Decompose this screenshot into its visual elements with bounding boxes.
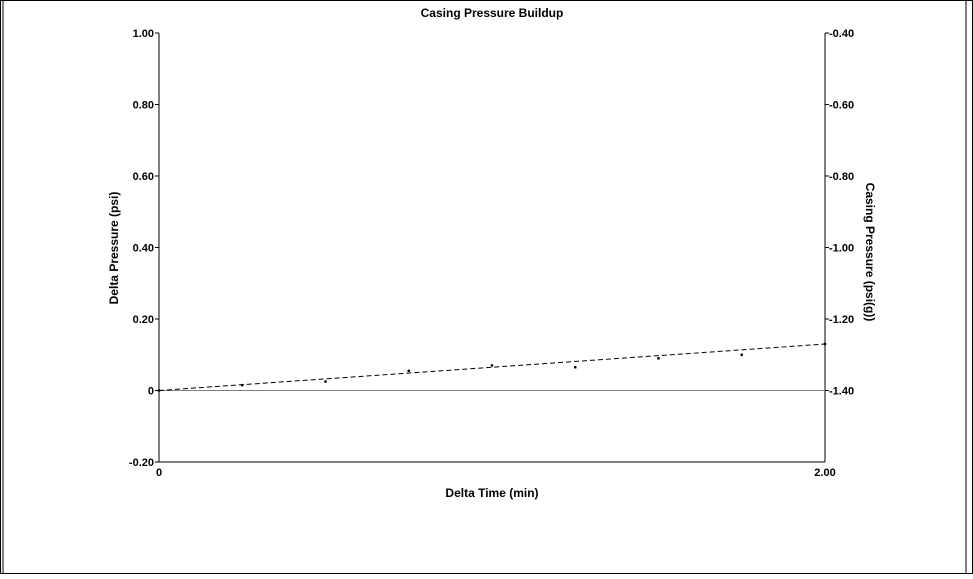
data-point: [657, 357, 660, 360]
y-left-tick-label: 0.20: [133, 314, 154, 326]
data-point: [157, 389, 161, 392]
y-right-axis-label: Casing Pressure (psi(g)): [863, 183, 877, 322]
x-axis-label: Delta Time (min): [445, 486, 538, 500]
data-point: [740, 353, 743, 356]
x-tick-label: 2.00: [814, 467, 835, 479]
y-left-tick-label: 0: [148, 386, 154, 398]
y-left-tick-label: 1.00: [133, 28, 154, 40]
data-point: [490, 364, 494, 367]
y-left-tick-label: 0.60: [133, 171, 154, 183]
y-left-tick-label: 0.80: [133, 100, 154, 112]
y-right-tick-label: -0.60: [829, 100, 854, 112]
y-left-tick-label: 0.40: [133, 243, 154, 255]
data-point: [407, 369, 410, 373]
y-right-tick-label: -1.40: [829, 386, 854, 398]
marks-group: [157, 342, 827, 392]
data-point: [823, 342, 827, 346]
trend-line: [158, 343, 826, 391]
data-point: [241, 383, 244, 387]
data-point: [574, 366, 577, 369]
axes-group: 1.000.800.600.400.200-0.20-0.40-0.60-0.8…: [129, 28, 854, 479]
y-right-tick-label: -0.40: [829, 28, 854, 40]
chart-title: Casing Pressure Buildup: [421, 6, 564, 20]
y-right-tick-label: -1.00: [829, 243, 854, 255]
y-right-tick-label: -0.80: [829, 171, 854, 183]
data-point: [324, 380, 327, 383]
x-tick-label: 0: [156, 467, 162, 479]
y-left-tick-label: -0.20: [129, 457, 154, 469]
y-right-tick-label: -1.20: [829, 314, 854, 326]
y-left-axis-label: Delta Pressure (psi): [107, 192, 121, 305]
